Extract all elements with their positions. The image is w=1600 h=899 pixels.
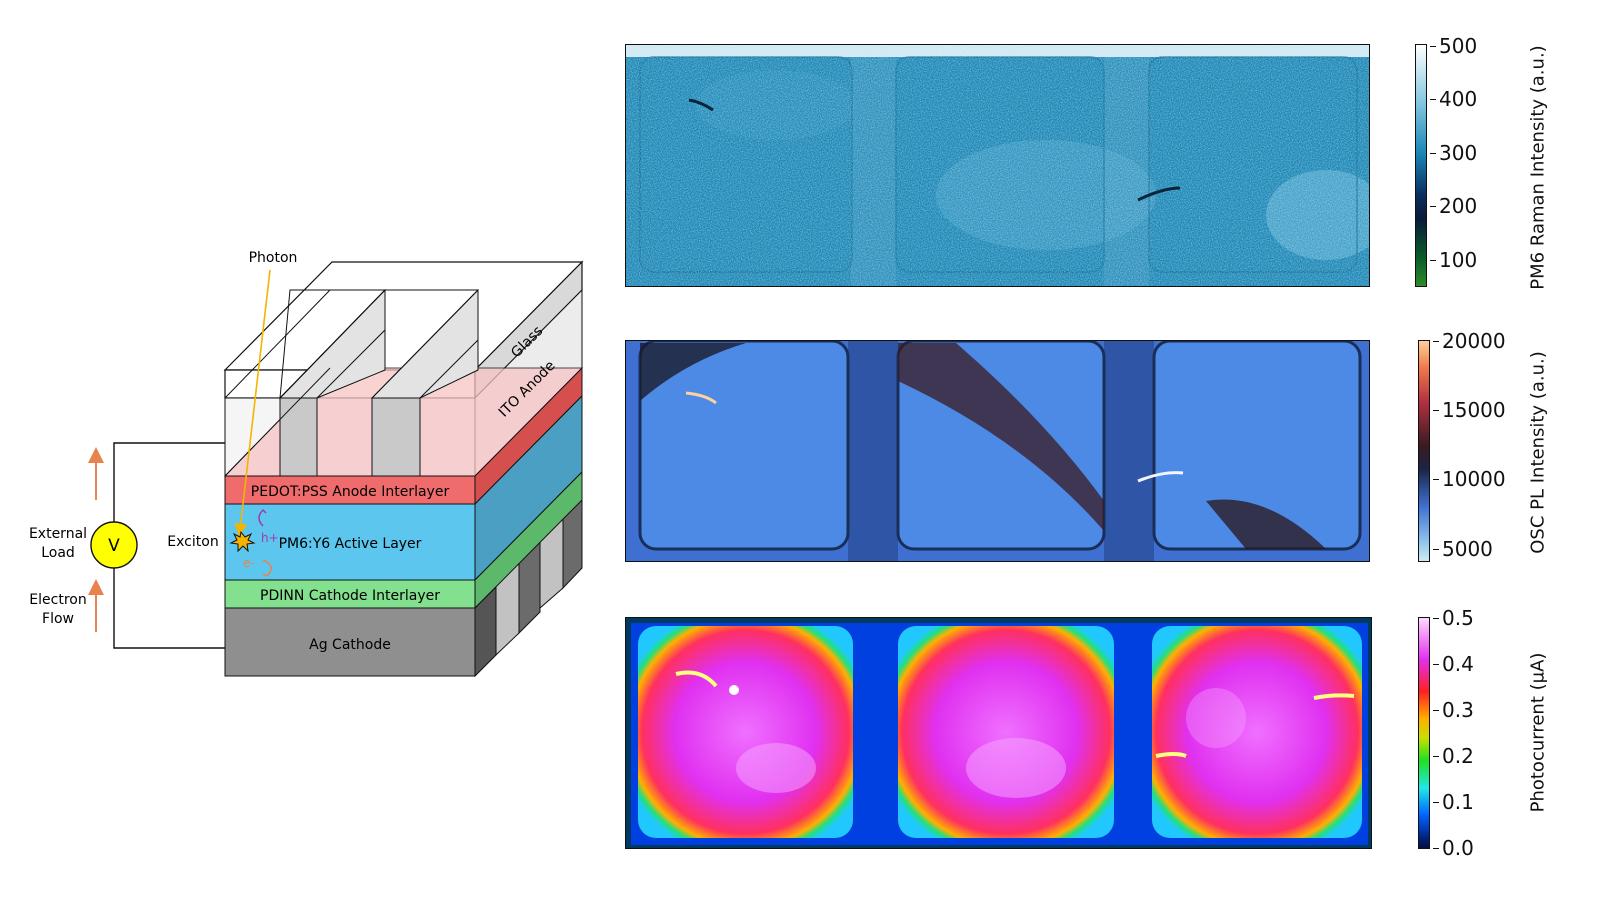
pc-tick-0.0: 0.0 [1433,836,1474,860]
raman-tick-500: 500 [1429,34,1478,58]
active-label: PM6:Y6 Active Layer [279,536,422,552]
photocurrent-map [625,617,1372,849]
pc-tick-0.1: 0.1 [1433,790,1474,814]
electron-flow-line1: Electron [29,592,86,608]
pl-tick-10000: 10000 [1433,467,1506,491]
exciton-label: Exciton [167,534,218,550]
pedot-label: PEDOT:PSS Anode Interlayer [251,484,450,500]
exciton-icon [229,530,256,553]
external-circuit [113,442,225,649]
photon-arrow [234,269,271,537]
hole-label: h+ [261,531,279,545]
photocurrent-colorbar-label: Photocurrent (µA) [1527,652,1549,813]
voltmeter-label: V [108,536,120,556]
raman-tick-200: 200 [1429,194,1478,218]
external-load-line2: Load [41,545,75,561]
ito-layer [223,288,584,477]
pl-map [625,340,1370,562]
electron-label: e- [243,556,255,570]
raman-tick-100: 100 [1429,248,1478,272]
active-layer [224,503,476,581]
pc-tick-0.3: 0.3 [1433,698,1474,722]
external-load-line1: External [29,526,87,542]
pc-tick-0.4: 0.4 [1433,652,1474,676]
voltmeter-icon [90,521,138,569]
pc-tick-0.2: 0.2 [1433,744,1474,768]
ag-layer [224,607,476,677]
pl-colorbar-label: OSC PL Intensity (a.u.) [1527,351,1549,554]
photon-label: Photon [249,250,298,266]
hole-arrow-icon [258,508,267,527]
pl-tick-15000: 15000 [1433,398,1506,422]
raman-colorbar-label: PM6 Raman Intensity (a.u.) [1527,45,1549,290]
device-schematic: Glass ITO Anode PEDOT:PSS Anode Interlay… [29,250,584,678]
raman-tick-300: 300 [1429,141,1478,165]
pedot-layer [224,475,476,505]
pc-tick-0.5: 0.5 [1433,606,1474,630]
ag-label: Ag Cathode [309,637,391,653]
electron-flow-line2: Flow [42,611,74,627]
pl-tick-5000: 5000 [1433,537,1493,561]
raman-map [625,44,1370,287]
pdinn-label: PDINN Cathode Interlayer [260,588,440,604]
raman-colorbar [1415,44,1427,287]
pl-colorbar [1418,340,1430,562]
pl-tick-20000: 20000 [1433,329,1506,353]
photocurrent-colorbar [1418,617,1430,849]
electron-arrow-icon [262,559,272,577]
raman-tick-400: 400 [1429,87,1478,111]
